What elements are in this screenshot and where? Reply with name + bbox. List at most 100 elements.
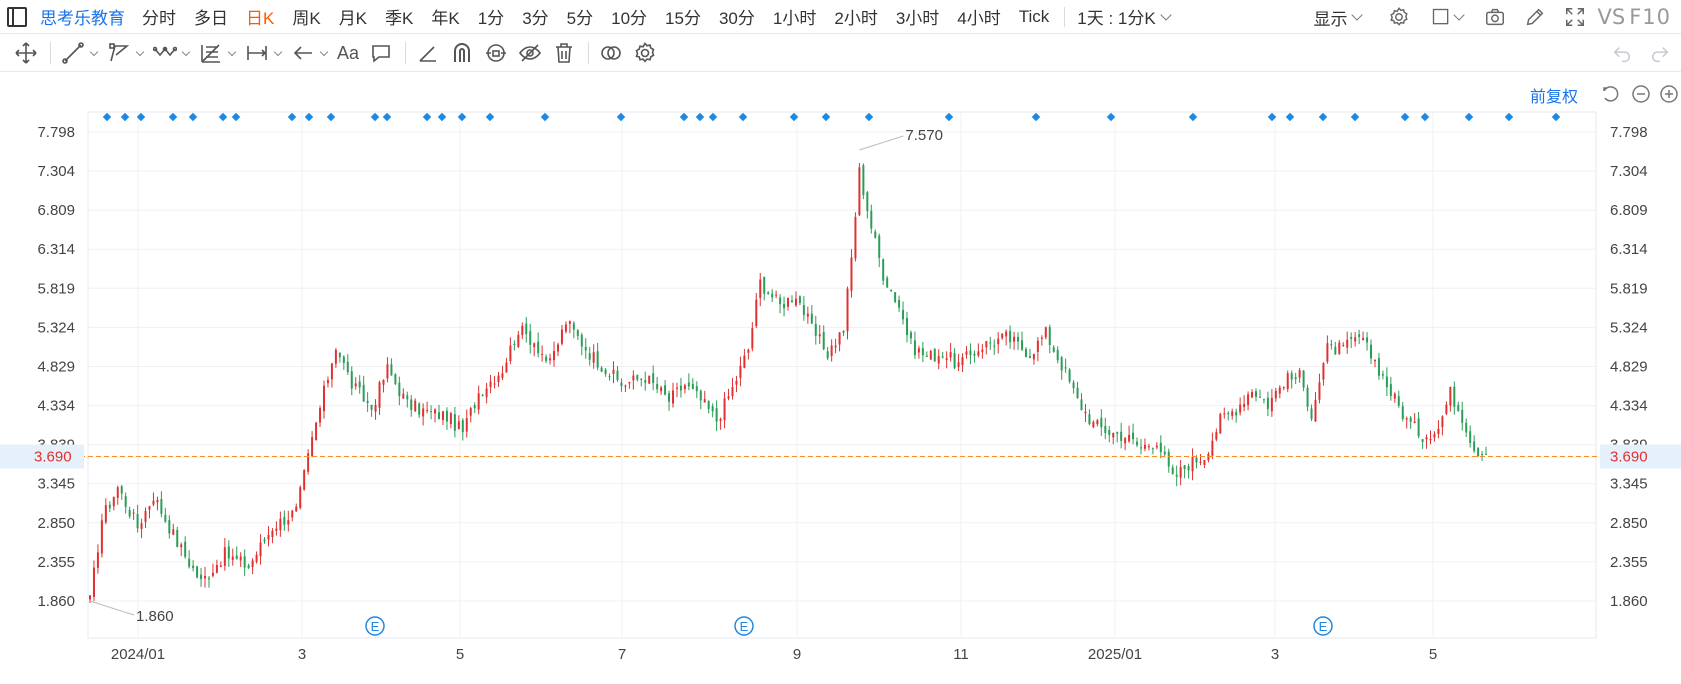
zoom-out-icon[interactable] — [1631, 84, 1651, 104]
compare-tool[interactable] — [599, 38, 623, 68]
candle-body — [1334, 346, 1337, 355]
candle-body — [628, 382, 631, 384]
candle-body — [810, 313, 813, 324]
event-marker-icon[interactable]: E — [734, 616, 754, 636]
stock-name[interactable]: 思考乐教育 — [40, 9, 125, 28]
period-tab[interactable]: 2小时 — [834, 9, 878, 28]
candle-body — [846, 288, 849, 332]
move-tool[interactable] — [14, 38, 38, 68]
settings-gear-icon[interactable] — [1387, 5, 1411, 29]
arrow-left-icon — [293, 46, 312, 60]
period-tab[interactable]: 5分 — [566, 9, 594, 28]
y-tick-label-left: 6.809 — [37, 202, 75, 219]
candle-body — [608, 376, 611, 378]
x-tick-label: 3 — [298, 646, 306, 663]
sidebar-toggle-icon[interactable] — [7, 6, 27, 27]
period-tab[interactable]: 分时 — [142, 9, 176, 28]
signal-diamond-icon — [457, 112, 467, 122]
signal-diamond-icon — [1318, 112, 1328, 122]
candle-body — [679, 385, 682, 391]
period-tab[interactable]: 4小时 — [957, 9, 1001, 28]
candle-body — [410, 399, 413, 410]
polyline-tool[interactable] — [107, 38, 145, 68]
redo-icon[interactable] — [1649, 43, 1671, 65]
period-tab[interactable]: Tick — [1018, 6, 1050, 26]
trendline-tool[interactable] — [61, 38, 99, 68]
candle-body — [604, 369, 607, 374]
period-tab[interactable]: 1小时 — [772, 9, 817, 28]
pencil-icon[interactable] — [1523, 5, 1547, 29]
reset-chart-icon[interactable] — [1601, 84, 1621, 104]
measure-tool[interactable] — [245, 38, 283, 68]
period-tab[interactable]: 10分 — [611, 9, 648, 28]
candle-body — [513, 343, 516, 346]
angle-tool[interactable] — [416, 38, 440, 68]
period-tab[interactable]: 年K — [431, 9, 460, 28]
candle-body — [1155, 445, 1158, 448]
candle-body — [592, 352, 595, 363]
text-tool[interactable]: Aa — [337, 38, 359, 68]
price-adjust-toggle[interactable]: 前复权 — [1530, 89, 1579, 106]
event-marker-icon[interactable]: E — [365, 616, 385, 636]
undo-icon[interactable] — [1611, 43, 1633, 65]
period-tab[interactable]: 多日 — [194, 9, 228, 28]
period-tab[interactable]: 日K — [246, 9, 275, 28]
candle-body — [616, 370, 619, 380]
wave-tool[interactable] — [153, 38, 191, 68]
signal-diamond-icon — [326, 112, 336, 122]
candle-body — [703, 399, 706, 403]
candle-body — [1255, 391, 1258, 397]
candle-body — [1163, 451, 1166, 455]
display-dropdown[interactable]: 显示 — [1313, 5, 1364, 30]
candle-body — [1100, 417, 1103, 428]
candle-body — [1159, 442, 1162, 453]
delete-tool[interactable] — [552, 38, 576, 68]
candle-body — [465, 418, 468, 432]
candle-body — [148, 506, 151, 510]
candle-body — [790, 300, 793, 303]
hide-tool[interactable] — [518, 38, 542, 68]
period-tab[interactable]: 周K — [292, 9, 321, 28]
candle-body — [279, 518, 282, 531]
f10-button[interactable]: F10 — [1629, 5, 1671, 29]
fullscreen-icon[interactable] — [1563, 5, 1587, 29]
candle-body — [941, 356, 944, 358]
lock-tool[interactable] — [484, 38, 508, 68]
candle-body — [1425, 437, 1428, 440]
comment-tool[interactable] — [369, 38, 393, 68]
candle-body — [426, 410, 429, 412]
candle-body — [215, 565, 218, 573]
overlap-circles-icon — [601, 46, 621, 60]
event-marker-icon[interactable]: E — [1313, 616, 1333, 636]
text-tool-label: Aa — [337, 42, 360, 63]
candle-body — [858, 167, 861, 216]
draw-settings-tool[interactable] — [633, 38, 657, 68]
interval-select[interactable]: 1天 : 1分K — [1071, 4, 1175, 29]
candle-body — [921, 348, 924, 356]
magnet-tool[interactable] — [450, 38, 474, 68]
fibonacci-tool[interactable] — [199, 38, 237, 68]
candle-body — [334, 349, 337, 364]
candle-body — [743, 355, 746, 368]
candle-body — [1274, 390, 1277, 399]
period-tab[interactable]: 3分 — [522, 9, 549, 28]
candle-body — [1207, 453, 1210, 461]
period-tab[interactable]: 1分 — [477, 9, 505, 28]
candle-body — [1330, 344, 1333, 346]
candle-body — [973, 353, 976, 356]
period-tab[interactable]: 30分 — [718, 9, 755, 28]
layout-select-icon[interactable] — [1427, 5, 1467, 29]
arrow-tool[interactable] — [291, 38, 329, 68]
vs-compare-button[interactable]: VS — [1597, 5, 1626, 29]
period-tab[interactable]: 15分 — [665, 9, 701, 28]
period-tab[interactable]: 月K — [338, 9, 368, 28]
candle-body — [342, 356, 345, 363]
period-tab[interactable]: 3小时 — [895, 9, 940, 28]
period-tab[interactable]: 季K — [385, 9, 414, 28]
zoom-in-icon[interactable] — [1659, 84, 1679, 104]
candle-body — [295, 506, 298, 512]
candle-body — [739, 365, 742, 378]
y-tick-label-right: 6.314 — [1610, 241, 1648, 258]
camera-icon[interactable] — [1483, 5, 1507, 29]
